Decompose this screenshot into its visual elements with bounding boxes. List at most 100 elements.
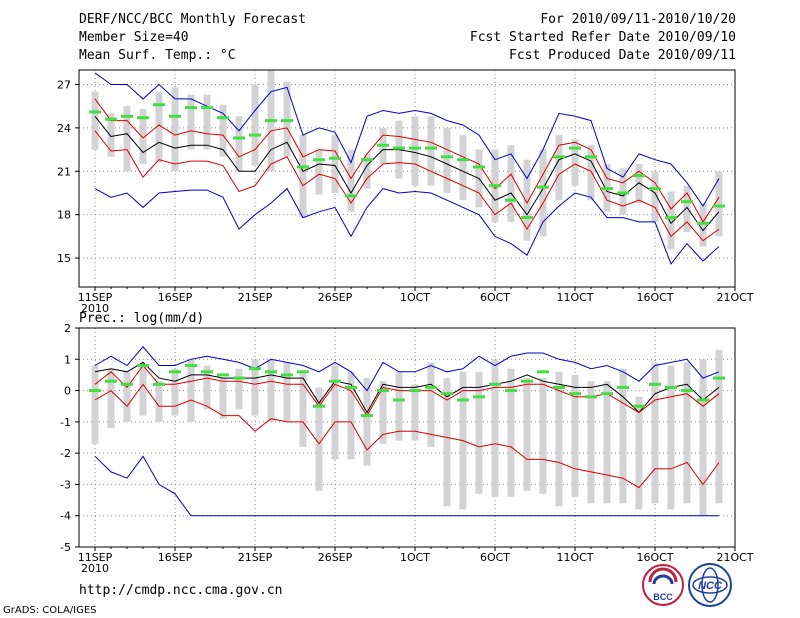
prec-xtick-label: 16SEP — [158, 551, 193, 564]
prec-box-bar — [107, 368, 115, 429]
forecast-period: For 2010/09/11-2010/10/20 — [540, 12, 736, 27]
temp-median-marker — [361, 158, 373, 162]
temp-box-bar — [299, 135, 307, 218]
temp-ytick-label: 18 — [57, 209, 71, 222]
temp-median-marker — [457, 158, 469, 162]
prec-box-bar — [619, 368, 627, 504]
temp-box-bar — [363, 153, 371, 189]
prec-box-bar — [699, 359, 707, 516]
temp-median-marker — [585, 155, 597, 159]
temp-box-bar — [235, 116, 243, 172]
temp-box-bar — [315, 149, 323, 195]
precipitation-panel: -5 -4 -3 -2 -1 0 1 2 11SEP 16SEP 21SEP 26SEP 1OCT 6OC… — [60, 322, 754, 564]
prec-median-marker — [633, 404, 645, 408]
temp-median-marker — [105, 117, 117, 121]
prec-frame — [78, 327, 736, 548]
prec-box-bar — [251, 359, 259, 416]
prec-median-marker — [473, 395, 485, 399]
temp-box-bar — [123, 106, 131, 172]
prec-median-marker — [265, 370, 277, 374]
prec-box-bar — [171, 368, 179, 416]
source-url[interactable]: http://cmdp.ncc.cma.gov.cn — [79, 583, 283, 598]
prec-median-marker — [233, 376, 245, 380]
prec-median-marker — [537, 370, 549, 374]
prec-median-marker — [281, 373, 293, 377]
temp-xtick-label: 16OCT — [636, 291, 673, 304]
prec-ytick-label: 1 — [64, 353, 71, 366]
prec-ytick-label: -5 — [60, 541, 71, 554]
prec-line-max — [94, 346, 720, 392]
temp-xtick-label: 16SEP — [158, 291, 193, 304]
temp-line-q75 — [94, 98, 720, 223]
temp-median-marker — [329, 156, 341, 160]
prec-median-marker — [697, 398, 709, 402]
temp-median-marker — [137, 116, 149, 120]
prec-median-marker — [505, 389, 517, 393]
temp-median-marker — [601, 187, 613, 191]
produced-date: Fcst Produced Date 2010/09/11 — [509, 48, 736, 63]
temp-box-bar — [331, 135, 339, 193]
temp-box-bar — [683, 185, 691, 233]
prec-median-marker — [153, 382, 165, 386]
prec-box-bar — [427, 362, 435, 447]
temp-frame — [78, 69, 736, 288]
temp-median-marker — [121, 114, 133, 118]
prec-xtick-label: 21OCT — [716, 551, 753, 564]
prec-median-marker — [201, 370, 213, 374]
temp-xtick-label: 11OCT — [556, 291, 593, 304]
temp-ytick-label: 24 — [57, 122, 71, 135]
prec-xtick-label: 21SEP — [238, 551, 273, 564]
prec-box-bar — [555, 371, 563, 507]
temp-median-marker — [233, 136, 245, 140]
prec-median-marker — [409, 389, 421, 393]
prec-box-bar — [523, 378, 531, 491]
temp-box-bar — [155, 91, 163, 163]
temp-xtick-label: 21SEP — [238, 291, 273, 304]
temp-box-bar — [635, 164, 643, 204]
temp-box-bar — [523, 159, 531, 241]
temp-median-marker — [345, 194, 357, 198]
prec-median-marker — [393, 398, 405, 402]
prec-median-marker — [425, 385, 437, 389]
prec-median-marker — [553, 385, 565, 389]
prec-median-marker — [489, 382, 501, 386]
temp-box-bar — [507, 145, 515, 222]
temp-median-marker — [713, 204, 725, 208]
grads-credit: GrADS: COLA/IGES — [3, 605, 97, 616]
temp-median-marker — [153, 103, 165, 107]
prec-ytick-label: -3 — [60, 478, 71, 491]
temp-line-mean — [94, 115, 720, 232]
bcc-logo: BCC — [642, 564, 684, 606]
temp-box-bar — [91, 91, 99, 150]
prec-box-bar — [91, 365, 99, 444]
prec-box-bar — [347, 371, 355, 460]
prec-box-bar — [379, 381, 387, 444]
prec-median-marker — [169, 370, 181, 374]
prec-median-marker — [441, 392, 453, 396]
prec-box-bar — [203, 365, 211, 410]
prec-box-bar — [299, 371, 307, 447]
prec-box-bar — [187, 359, 195, 422]
temp-median-marker — [89, 110, 101, 114]
prec-xtick-label: 11SEP — [78, 551, 113, 564]
prec-box-bar — [219, 378, 227, 419]
prec-box-bar — [267, 359, 275, 422]
prec-box-bar — [411, 384, 419, 441]
started-refer-date: Fcst Started Refer Date 2010/09/10 — [469, 30, 736, 45]
temp-line-max — [94, 72, 720, 207]
prec-median-marker — [361, 414, 373, 418]
prec-median-marker — [217, 373, 229, 377]
variable-label: Mean Surf. Temp.: °C — [79, 48, 236, 63]
year-label-top: 2010 — [81, 302, 109, 315]
precip-title: Prec.: log(mm/d) — [79, 311, 204, 326]
prec-box-bar — [651, 362, 659, 504]
prec-box-bar — [539, 378, 547, 494]
prec-median-marker — [297, 370, 309, 374]
prec-median-marker — [121, 382, 133, 386]
prec-line-min — [94, 455, 719, 517]
prec-box-bar — [283, 362, 291, 422]
prec-box-bar — [363, 378, 371, 466]
prec-median-marker — [665, 385, 677, 389]
temp-median-marker — [425, 146, 437, 150]
prec-line-low — [94, 383, 720, 489]
